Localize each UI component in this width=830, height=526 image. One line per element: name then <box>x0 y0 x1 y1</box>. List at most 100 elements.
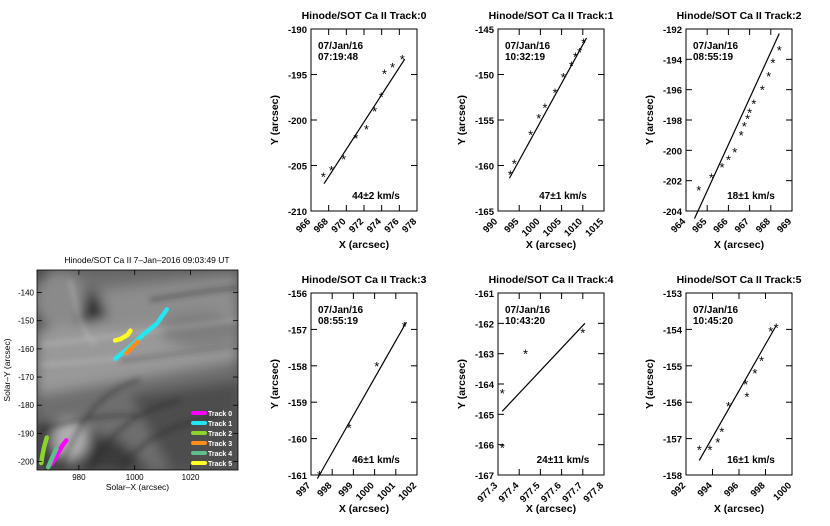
image-y-tick-label: -180 <box>18 401 35 410</box>
data-point: * <box>569 58 574 73</box>
fit-line <box>316 321 407 479</box>
x-tick-label: 966 <box>712 216 731 235</box>
data-point: * <box>561 70 566 85</box>
y-tick-label: -162 <box>475 319 494 330</box>
data-point: * <box>508 168 513 183</box>
y-tick-label: -161 <box>475 289 495 300</box>
data-point: * <box>402 319 407 334</box>
data-point: * <box>770 55 775 70</box>
y-tick-label: -164 <box>475 380 495 391</box>
data-point: * <box>577 45 582 60</box>
data-point: * <box>317 468 322 483</box>
data-point: * <box>747 105 752 120</box>
y-tick-label: -145 <box>475 25 495 36</box>
panel-date: 07/Jan/16 <box>693 41 738 52</box>
track-panel-5: Hinode/SOT Ca II Track:5 992 994 996 998 1000… <box>644 274 802 515</box>
y-tick-label: -210 <box>288 207 307 218</box>
y-tick-label: -204 <box>663 207 683 218</box>
x-tick-label: 995 <box>502 216 521 235</box>
track-panel-4: Hinode/SOT Ca II Track:4977.3977.4977.59… <box>456 274 614 515</box>
x-tick-label: 1015 <box>583 216 606 239</box>
y-tick-label: -163 <box>475 350 494 361</box>
y-axis-label: Y (arcsec) <box>456 359 468 409</box>
panel-speed: 18±1 km/s <box>727 191 775 202</box>
data-point: * <box>390 60 395 75</box>
image-y-tick-label: -190 <box>18 429 35 438</box>
data-point: * <box>742 119 747 134</box>
y-tick-label: -205 <box>288 162 308 173</box>
data-point: * <box>523 347 528 362</box>
image-x-tick-label: 1020 <box>182 473 200 482</box>
panel-speed: 44±2 km/s <box>352 191 400 202</box>
data-point: * <box>743 377 748 392</box>
fit-line <box>698 325 777 461</box>
plot-frame <box>310 292 418 476</box>
y-tick-label: -194 <box>663 55 683 66</box>
data-point: * <box>528 128 533 143</box>
solar-image <box>37 270 238 470</box>
panel-title: Hinode/SOT Ca II Track:3 <box>302 274 427 286</box>
x-tick-label: 996 <box>722 480 741 499</box>
data-point: * <box>512 157 517 172</box>
data-point: * <box>353 131 358 146</box>
data-point: * <box>400 52 405 67</box>
data-point: * <box>347 421 352 436</box>
y-tick-label: -196 <box>663 86 682 97</box>
fit-line <box>693 33 780 219</box>
x-tick-label: 977.3 <box>476 480 501 505</box>
x-tick-label: 992 <box>669 480 688 499</box>
data-point: * <box>542 100 547 115</box>
x-tick-label: 998 <box>749 480 768 499</box>
x-tick-label: 1002 <box>396 480 419 503</box>
image-y-tick-label: -170 <box>18 373 35 382</box>
data-point: * <box>739 128 744 143</box>
data-point: * <box>573 49 578 64</box>
y-tick-label: -190 <box>288 25 307 36</box>
track-5-path <box>112 328 133 343</box>
legend-label-track-3: Track 3 <box>208 441 232 448</box>
y-tick-label: -157 <box>288 325 307 336</box>
track-legend: Track 0 Track 1 Track 2 Track 3 Track 4 Track… <box>191 411 232 468</box>
data-point: * <box>744 390 749 405</box>
x-tick-label: 990 <box>481 216 500 235</box>
panel-title: Hinode/SOT Ca II Track:4 <box>489 274 614 286</box>
y-tick-label: -165 <box>475 410 495 421</box>
legend-label-track-1: Track 1 <box>208 421 232 428</box>
panel-speed: 47±1 km/s <box>539 191 587 202</box>
track-panel-0: Hinode/SOT Ca II Track:09669689709729749… <box>269 10 427 251</box>
x-tick-label: 968 <box>312 216 331 235</box>
data-point: * <box>745 111 750 126</box>
panel-date: 07/Jan/16 <box>505 305 550 316</box>
x-tick-label: 977.4 <box>497 480 522 505</box>
x-axis-label: X (arcsec) <box>339 239 389 251</box>
y-tick-label: -202 <box>663 177 682 188</box>
image-panel: Hinode/SOT Ca II 7–Jan–2016 09:03:49 UT <box>2 255 239 492</box>
data-point: * <box>719 424 724 439</box>
panel-time: 08:55:19 <box>693 52 733 63</box>
data-point: * <box>329 163 334 178</box>
track-4-path <box>45 446 59 470</box>
data-point: * <box>720 160 725 175</box>
legend-label-track-2: Track 2 <box>208 431 232 438</box>
data-point: * <box>536 111 541 126</box>
data-point: * <box>707 443 712 458</box>
data-point: * <box>726 152 731 167</box>
data-point: * <box>715 435 720 450</box>
image-y-axis-label: Solar–Y (arcsec) <box>2 338 12 401</box>
y-axis-label: Y (arcsec) <box>456 95 468 145</box>
data-point: * <box>726 399 731 414</box>
panel-title: Hinode/SOT Ca II Track:5 <box>677 274 802 286</box>
y-tick-label: -159 <box>288 398 307 409</box>
data-point: * <box>697 443 702 458</box>
x-axis-label: X (arcsec) <box>339 503 389 515</box>
legend-label-track-4: Track 4 <box>208 451 232 458</box>
image-y-tick-label: -160 <box>18 345 35 354</box>
x-tick-label: 967 <box>733 216 752 235</box>
data-point: * <box>374 359 379 374</box>
data-point: * <box>379 89 384 104</box>
panel-time: 10:43:20 <box>505 316 545 327</box>
y-tick-label: -156 <box>663 398 682 409</box>
data-point: * <box>759 353 764 368</box>
